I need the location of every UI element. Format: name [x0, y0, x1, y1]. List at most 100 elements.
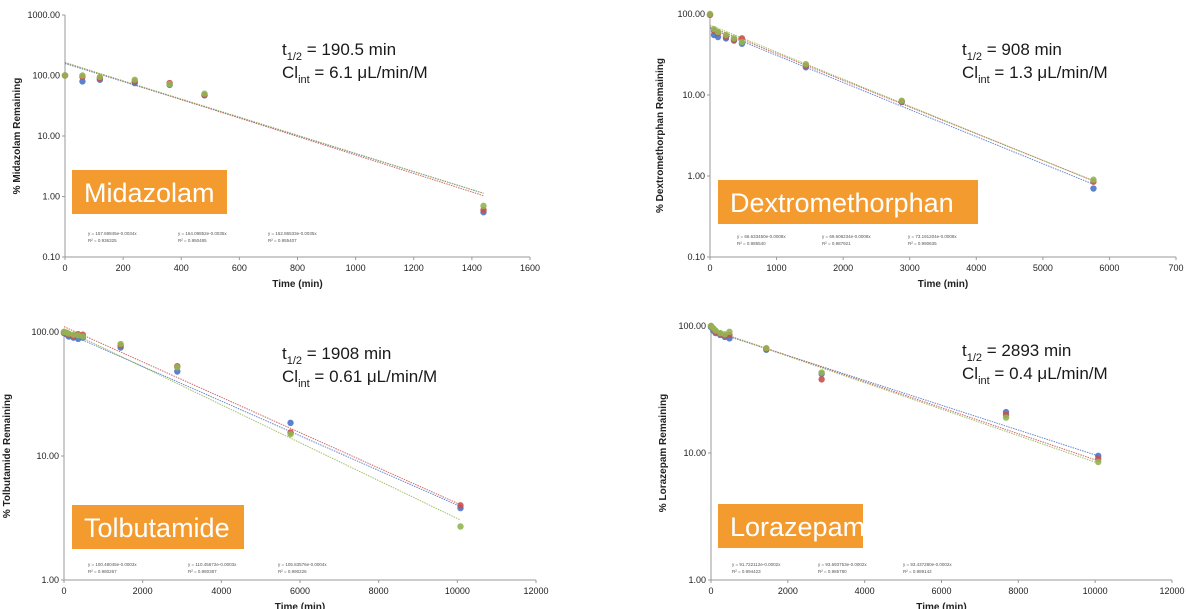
- x-tick-label: 1200: [404, 263, 424, 273]
- trendline-red: [63, 326, 461, 506]
- data-point-blue: [79, 78, 86, 85]
- x-axis-title: Time (min): [916, 602, 966, 609]
- y-tick-label: 100.00: [32, 71, 60, 81]
- data-point-green: [174, 364, 181, 371]
- data-point-green: [201, 90, 208, 97]
- x-tick-label: 700: [1168, 263, 1183, 273]
- x-tick-label: 0: [707, 263, 712, 273]
- y-tick-label: 10.00: [36, 451, 59, 461]
- clint-annotation: Clint = 6.1 μL/min/M: [282, 63, 428, 86]
- trendline-blue: [63, 331, 461, 507]
- drug-label: Dextromethorphan: [730, 188, 954, 218]
- data-point-green: [70, 331, 77, 338]
- drug-label: Tolbutamide: [84, 513, 230, 543]
- x-tick-label: 10000: [445, 586, 470, 596]
- x-tick-label: 12000: [1159, 586, 1184, 596]
- data-point-green: [166, 80, 173, 88]
- y-tick-label: 0.10: [687, 252, 705, 262]
- trendline-equation: y = 162.86533e-0.0035x: [268, 231, 317, 236]
- data-point-green: [96, 73, 104, 81]
- chart-lorazepam: 0 2000 4000 6000 8000 10000 12000 1.00 10.00 100.…: [658, 321, 1185, 609]
- data-point-blue: [1090, 185, 1097, 192]
- trendline-green: [63, 328, 461, 521]
- x-tick-label: 2000: [833, 263, 853, 273]
- data-point-green: [818, 369, 825, 376]
- trendline-equation: R² = 0.955407: [268, 238, 297, 243]
- y-tick-label: 10.00: [37, 131, 60, 141]
- half-life-annotation: t1/2 = 190.5 min: [282, 40, 396, 63]
- trendline-equation: y = 105.83576e-0.0004x: [278, 562, 327, 567]
- drug-label: Midazolam: [84, 178, 215, 208]
- trendline-equation: R² = 0.990226: [278, 569, 307, 574]
- data-point-green: [457, 523, 464, 530]
- x-tick-label: 6000: [931, 586, 951, 596]
- data-point-green: [738, 38, 746, 46]
- x-tick-label: 4000: [966, 263, 986, 273]
- x-tick-label: 6000: [1099, 263, 1119, 273]
- data-point-blue: [287, 419, 294, 427]
- trendline-red: [709, 26, 1094, 182]
- trendline-equation: R² = 0.989142: [903, 569, 932, 574]
- trendline-equation: R² = 0.990635: [908, 241, 937, 246]
- drug-label-box: [72, 505, 244, 549]
- data-point-green: [714, 28, 722, 36]
- data-point-green: [730, 35, 738, 42]
- data-point-green: [131, 76, 138, 83]
- data-point-red: [818, 376, 825, 383]
- x-tick-label: 8000: [1008, 586, 1028, 596]
- data-point-green: [287, 430, 294, 438]
- y-tick-label: 1000.00: [27, 10, 60, 20]
- x-tick-label: 400: [174, 263, 189, 273]
- trendline-equation: y = 66.633450e-0.0008x: [737, 234, 786, 239]
- y-axis-title: % Midazolam Remaining: [12, 78, 23, 195]
- data-point-green: [1095, 458, 1102, 466]
- data-point-green: [79, 72, 86, 79]
- x-tick-label: 200: [116, 263, 131, 273]
- data-point-green: [1002, 414, 1010, 421]
- clint-annotation: Clint = 0.4 μL/min/M: [962, 364, 1108, 387]
- y-tick-label: 1.00: [42, 192, 60, 202]
- half-life-annotation: t1/2 = 1908 min: [282, 344, 391, 367]
- trendline-equation: y = 93.693753e-0.0002x: [818, 562, 867, 567]
- y-tick-label: 10.00: [682, 90, 705, 100]
- trendline-equation: R² = 0.987921: [822, 241, 851, 246]
- x-tick-label: 2000: [778, 586, 798, 596]
- x-tick-label: 5000: [1033, 263, 1053, 273]
- x-tick-label: 3000: [900, 263, 920, 273]
- trendline-equation: y = 100.48045e-0.0003x: [88, 562, 137, 567]
- y-tick-label: 100.00: [677, 9, 705, 19]
- half-life-annotation: t1/2 = 908 min: [962, 40, 1062, 63]
- y-axis-title: % Lorazepam Remaining: [658, 394, 669, 512]
- x-tick-label: 1600: [520, 263, 540, 273]
- trendline-green: [710, 329, 1099, 464]
- data-point-green: [802, 61, 810, 68]
- trendline-green: [709, 24, 1094, 182]
- y-tick-label: 10.00: [683, 448, 706, 458]
- drug-label-box: [718, 504, 863, 548]
- data-point-green: [898, 97, 905, 104]
- data-point-green: [763, 344, 770, 352]
- x-axis-title: Time (min): [918, 279, 968, 290]
- data-point-green: [79, 333, 87, 340]
- data-point-green: [726, 328, 733, 336]
- y-tick-label: 1.00: [41, 575, 59, 585]
- drug-label-box: [72, 170, 227, 214]
- trendline-equation: R² = 0.994423: [732, 569, 761, 574]
- chart-midazolam: 0 200 400 600 800 1000 1200 1400 1600 0.10 1.00 10.…: [12, 10, 540, 290]
- data-point-green: [722, 31, 730, 39]
- x-tick-label: 600: [232, 263, 247, 273]
- y-tick-label: 1.00: [687, 171, 705, 181]
- trendline-equation: y = 73.191204e-0.0008x: [908, 234, 957, 239]
- y-tick-label: 1.00: [688, 575, 706, 585]
- x-tick-label: 4000: [211, 586, 231, 596]
- x-axis-title: Time (min): [272, 279, 322, 290]
- drug-label-box: [718, 180, 978, 224]
- x-tick-label: 12000: [523, 586, 548, 596]
- trendline-equation: R² = 0.985780: [818, 569, 847, 574]
- clint-annotation: Clint = 1.3 μL/min/M: [962, 63, 1108, 86]
- y-tick-label: 100.00: [678, 321, 706, 331]
- y-axis-title: % Dextromethorphan Remaining: [655, 58, 666, 213]
- trendline-equation: y = 110.45672e-0.0003x: [188, 562, 237, 567]
- drug-label: Lorazepam: [730, 512, 865, 542]
